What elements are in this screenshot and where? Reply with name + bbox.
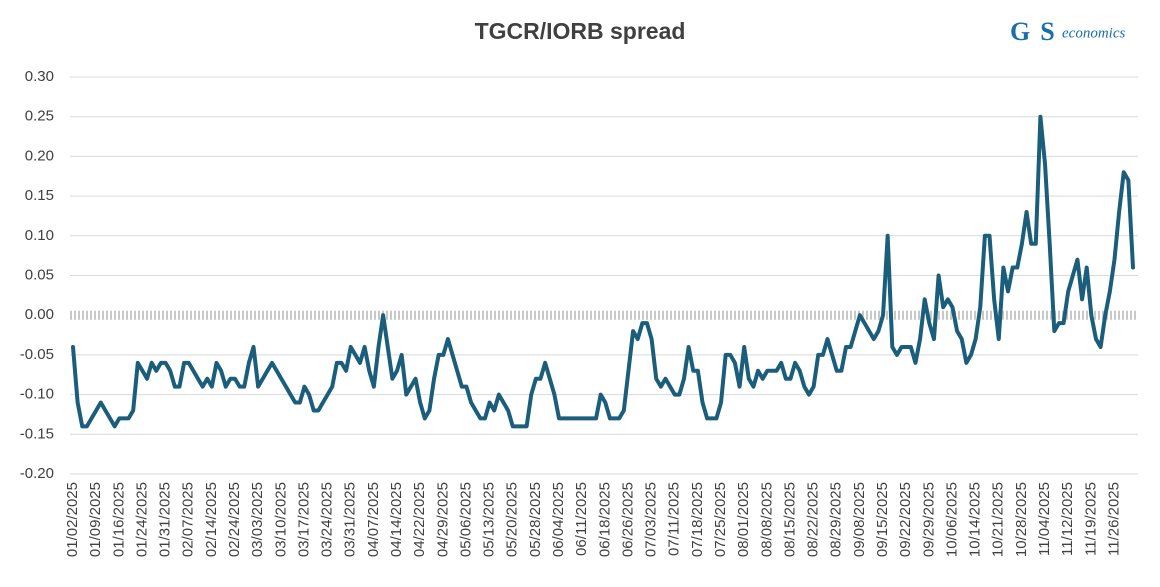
- x-tick-label: 01/31/2025: [157, 482, 174, 557]
- x-tick-label: 06/11/2025: [573, 482, 590, 556]
- x-tick-label: 11/19/2025: [1082, 482, 1099, 556]
- x-tick-label: 07/25/2025: [712, 482, 729, 557]
- x-tick-label: 05/28/2025: [527, 482, 544, 557]
- x-tick-label: 10/21/2025: [990, 482, 1007, 557]
- x-tick-label: 06/26/2025: [619, 482, 636, 557]
- y-tick-label: -0.20: [20, 465, 54, 482]
- x-tick-label: 10/14/2025: [967, 482, 984, 557]
- x-tick-label: 01/09/2025: [87, 482, 104, 557]
- x-tick-label: 03/10/2025: [272, 482, 289, 557]
- x-tick-label: 06/04/2025: [550, 482, 567, 557]
- x-tick-label: 04/22/2025: [411, 482, 428, 557]
- y-tick-label: 0.20: [25, 147, 54, 164]
- x-tick-label: 02/14/2025: [203, 482, 220, 557]
- logo: GS economics: [1010, 17, 1125, 46]
- x-tick-label: 09/22/2025: [897, 482, 914, 557]
- x-tick-label: 03/24/2025: [319, 482, 336, 557]
- y-tick-label: -0.15: [20, 425, 54, 442]
- x-tick-label: 08/15/2025: [781, 482, 798, 557]
- x-tick-label: 08/29/2025: [828, 482, 845, 557]
- x-tick-label: 11/04/2025: [1036, 482, 1053, 556]
- x-tick-label: 03/31/2025: [342, 482, 359, 557]
- x-tick-label: 05/06/2025: [457, 482, 474, 557]
- x-tick-label: 01/16/2025: [110, 482, 127, 557]
- x-tick-label: 11/26/2025: [1105, 482, 1122, 556]
- x-tick-label: 03/03/2025: [249, 482, 266, 557]
- y-tick-label: 0.30: [25, 68, 54, 85]
- x-tick-label: 10/06/2025: [943, 482, 960, 557]
- logo-letters: GS: [1010, 17, 1065, 46]
- y-tick-label: 0.25: [25, 108, 54, 125]
- y-tick-label: 0.15: [25, 187, 54, 204]
- x-tick-label: 04/29/2025: [434, 482, 451, 557]
- y-tick-label: -0.05: [20, 346, 54, 363]
- x-tick-label: 03/17/2025: [295, 482, 312, 557]
- x-tick-label: 10/28/2025: [1013, 482, 1030, 557]
- y-tick-label: 0.05: [25, 266, 54, 283]
- logo-word: economics: [1062, 25, 1125, 41]
- x-tick-label: 06/18/2025: [596, 482, 613, 557]
- chart-title: TGCR/IORB spread: [475, 18, 686, 44]
- x-tick-label: 04/07/2025: [365, 482, 382, 557]
- y-tick-label: 0.10: [25, 227, 54, 244]
- y-tick-label: -0.10: [20, 386, 54, 403]
- x-tick-label: 04/14/2025: [388, 482, 405, 557]
- x-tick-label: 01/24/2025: [133, 482, 150, 557]
- x-tick-label: 08/22/2025: [805, 482, 822, 557]
- x-tick-label: 11/12/2025: [1059, 482, 1076, 556]
- x-tick-label: 05/20/2025: [504, 482, 521, 557]
- y-tick-label: 0.00: [25, 306, 54, 323]
- x-tick-label: 05/13/2025: [481, 482, 498, 557]
- x-tick-label: 02/07/2025: [180, 482, 197, 557]
- x-tick-label: 01/02/2025: [64, 482, 81, 557]
- x-tick-label: 02/24/2025: [226, 482, 243, 557]
- x-tick-label: 07/03/2025: [643, 482, 660, 557]
- x-tick-label: 08/08/2025: [758, 482, 775, 557]
- x-tick-label: 07/18/2025: [689, 482, 706, 557]
- x-tick-label: 09/29/2025: [920, 482, 937, 557]
- x-tick-label: 07/11/2025: [666, 482, 683, 556]
- x-tick-label: 09/08/2025: [851, 482, 868, 557]
- x-tick-label: 09/15/2025: [874, 482, 891, 557]
- x-tick-label: 08/01/2025: [735, 482, 752, 557]
- line: [71, 114, 1135, 429]
